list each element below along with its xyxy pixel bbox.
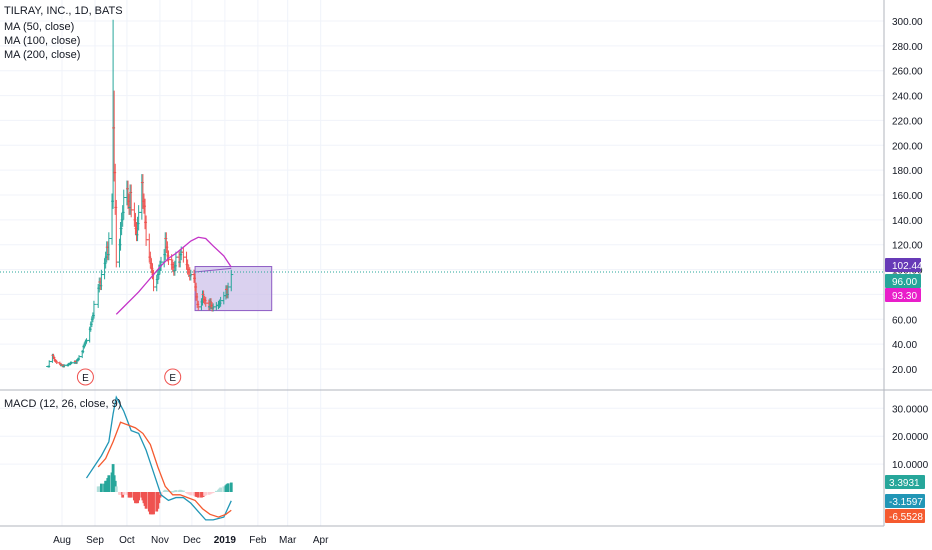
macd-histogram-bar <box>181 490 185 492</box>
price-tick-label: 260.00 <box>892 67 923 78</box>
macd-histogram-bar <box>219 487 223 492</box>
time-tick-label: Feb <box>249 535 267 546</box>
price-tick-label: 240.00 <box>892 92 923 103</box>
earnings-label: E <box>169 373 176 384</box>
earnings-marker <box>76 368 94 386</box>
macd-histogram-bar <box>229 482 233 492</box>
time-tick-label: Sep <box>86 535 104 546</box>
macd-value-label: -6.5528 <box>889 512 923 523</box>
macd-tick-label: 10.0000 <box>892 460 929 471</box>
macd-histogram-bar <box>174 490 178 492</box>
price-tag-label: 93.30 <box>892 291 917 302</box>
price-tick-label: 40.00 <box>892 340 917 351</box>
time-tick-label: Apr <box>313 535 329 546</box>
macd-histogram-bar <box>114 486 118 492</box>
signal-line <box>97 421 232 518</box>
macd-histogram-bar <box>122 492 126 495</box>
macd-histogram-bar <box>214 490 218 492</box>
price-tag-label: 102.44 <box>892 261 923 272</box>
macd-histogram-bar <box>167 490 170 492</box>
macd-histogram-bar <box>189 492 193 496</box>
time-tick-label: 2019 <box>214 535 237 546</box>
macd-tick-label: 30.0000 <box>892 404 929 415</box>
macd-tick-label: 20.0000 <box>892 432 929 443</box>
price-tick-label: 160.00 <box>892 191 923 202</box>
range-box-line <box>195 267 232 273</box>
price-tag <box>885 258 921 272</box>
macd-histogram-bar <box>211 492 215 493</box>
macd-value-tag <box>885 494 925 508</box>
ma200-legend: MA (200, close) <box>4 49 81 61</box>
macd-histogram-bar <box>129 492 133 498</box>
macd-legend: MACD (12, 26, close, 9) <box>4 398 122 410</box>
price-tick-label: 180.00 <box>892 166 923 177</box>
earnings-marker <box>164 368 182 386</box>
price-tick-label: 60.00 <box>892 315 917 326</box>
range-box <box>194 266 273 312</box>
price-tick-label: 300.00 <box>892 17 923 28</box>
price-tick-label: 140.00 <box>892 216 923 227</box>
macd-histogram-bar <box>222 486 226 492</box>
macd-histogram-bar <box>204 492 208 496</box>
time-tick-label: Oct <box>119 535 135 546</box>
macd-histogram-bar <box>226 483 230 492</box>
macd-histogram-bar <box>137 492 141 501</box>
time-tick-label: Aug <box>53 535 71 546</box>
price-tag <box>885 288 921 302</box>
price-tag <box>885 274 921 288</box>
ma50-legend: MA (50, close) <box>4 21 75 33</box>
price-tick-label: 120.00 <box>892 241 923 252</box>
price-tag-label: 96.00 <box>892 277 917 288</box>
ma-line <box>115 236 232 315</box>
price-tick-label: 200.00 <box>892 141 923 152</box>
macd-value-label: -3.1597 <box>889 497 923 508</box>
macd-histogram-bar <box>113 480 117 492</box>
ma100-legend: MA (100, close) <box>4 35 81 47</box>
price-tick-label: 220.00 <box>892 116 923 127</box>
macd-histogram-bar <box>196 492 200 498</box>
macd-histogram-bar <box>179 490 183 492</box>
macd-value-tag <box>885 475 925 489</box>
ohlc-bar <box>91 300 96 319</box>
macd-histogram-bar <box>99 483 103 492</box>
price-tick-label: 280.00 <box>892 42 923 53</box>
macd-value-label: 3.3931 <box>889 478 920 489</box>
time-tick-label: Dec <box>183 535 201 546</box>
macd-value-tag <box>885 509 925 523</box>
symbol-title: TILRAY, INC., 1D, BATS <box>4 5 123 17</box>
time-tick-label: Mar <box>279 535 297 546</box>
price-tick-label: 20.00 <box>892 365 917 376</box>
macd-histogram-bar <box>144 492 148 509</box>
ohlc-bar <box>229 269 234 292</box>
macd-histogram-bar <box>152 492 155 515</box>
macd-histogram-bar <box>157 492 161 504</box>
earnings-label: E <box>82 373 89 384</box>
macd-histogram-bar <box>107 475 111 492</box>
time-tick-label: Nov <box>151 535 169 546</box>
macd-line <box>85 395 232 521</box>
